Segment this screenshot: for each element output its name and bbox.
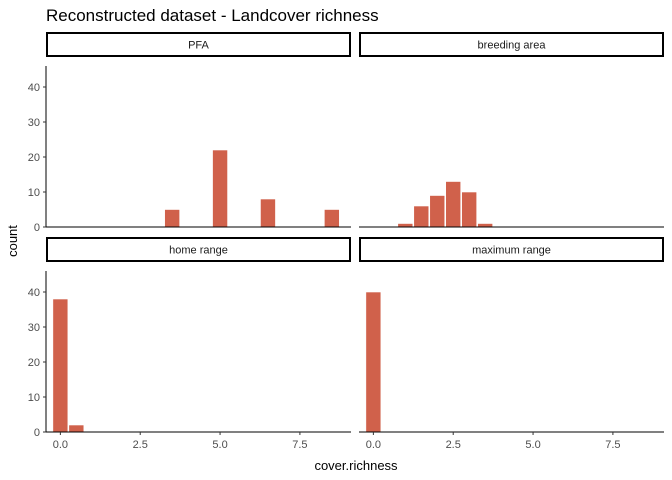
y-tick-label: 30 (28, 322, 40, 334)
chart-title: Reconstructed dataset - Landcover richne… (46, 6, 379, 25)
y-tick-label: 20 (28, 152, 40, 164)
histogram-bar (413, 205, 430, 228)
panel-breeding-area: breeding area (359, 32, 664, 228)
x-tick-label: 0.0 (53, 439, 68, 451)
strip-home-range (46, 237, 351, 262)
histogram-bar (429, 195, 446, 228)
y-tick-label: 40 (28, 82, 40, 94)
x-tick-label: 0.0 (366, 439, 381, 451)
strip-label: PFA (188, 40, 209, 52)
strip-breeding-area (359, 32, 664, 57)
x-tick-label: 7.5 (292, 439, 307, 451)
strip-maximum-range (359, 237, 664, 262)
panel-pfa: PFA 0 10 20 30 40 (28, 32, 351, 234)
y-tick-label: 10 (28, 392, 40, 404)
y-tick-label: 40 (28, 287, 40, 299)
strip-label: breeding area (478, 40, 547, 52)
y-axis-title: count (5, 225, 20, 257)
x-tick-label: 7.5 (605, 439, 620, 451)
y-tick-label: 20 (28, 357, 40, 369)
histogram-bar (212, 149, 228, 228)
histogram-bar (477, 223, 493, 228)
x-tick-label: 2.5 (446, 439, 461, 451)
histogram-bar (397, 223, 414, 228)
histogram-bar (260, 198, 276, 228)
strip-pfa (46, 32, 351, 57)
panel-home-range: home range 0 10 20 30 40 0.0 2.5 5.0 7.5 (28, 237, 351, 451)
histogram-bar (461, 191, 477, 228)
x-tick-label: 5.0 (525, 439, 540, 451)
y-tick-label: 0 (34, 222, 40, 234)
x-axis-title: cover.richness (314, 458, 398, 473)
y-tick-label: 30 (28, 117, 40, 129)
facet-panels: PFA 0 10 20 30 40 breeding area home range 0 10 20… (28, 32, 664, 451)
histogram-bar (68, 424, 85, 433)
panel-maximum-range: maximum range 0.0 2.5 5.0 7.5 (359, 237, 664, 451)
strip-label: maximum range (472, 245, 551, 257)
x-tick-label: 2.5 (133, 439, 148, 451)
y-tick-label: 0 (34, 427, 40, 439)
x-tick-label: 5.0 (212, 439, 227, 451)
histogram-bar (164, 209, 180, 228)
histogram-bar (324, 209, 340, 228)
histogram-bar (365, 291, 382, 433)
y-tick-label: 10 (28, 187, 40, 199)
strip-label: home range (169, 245, 228, 257)
histogram-bar (52, 298, 69, 433)
histogram-bar (445, 181, 462, 228)
